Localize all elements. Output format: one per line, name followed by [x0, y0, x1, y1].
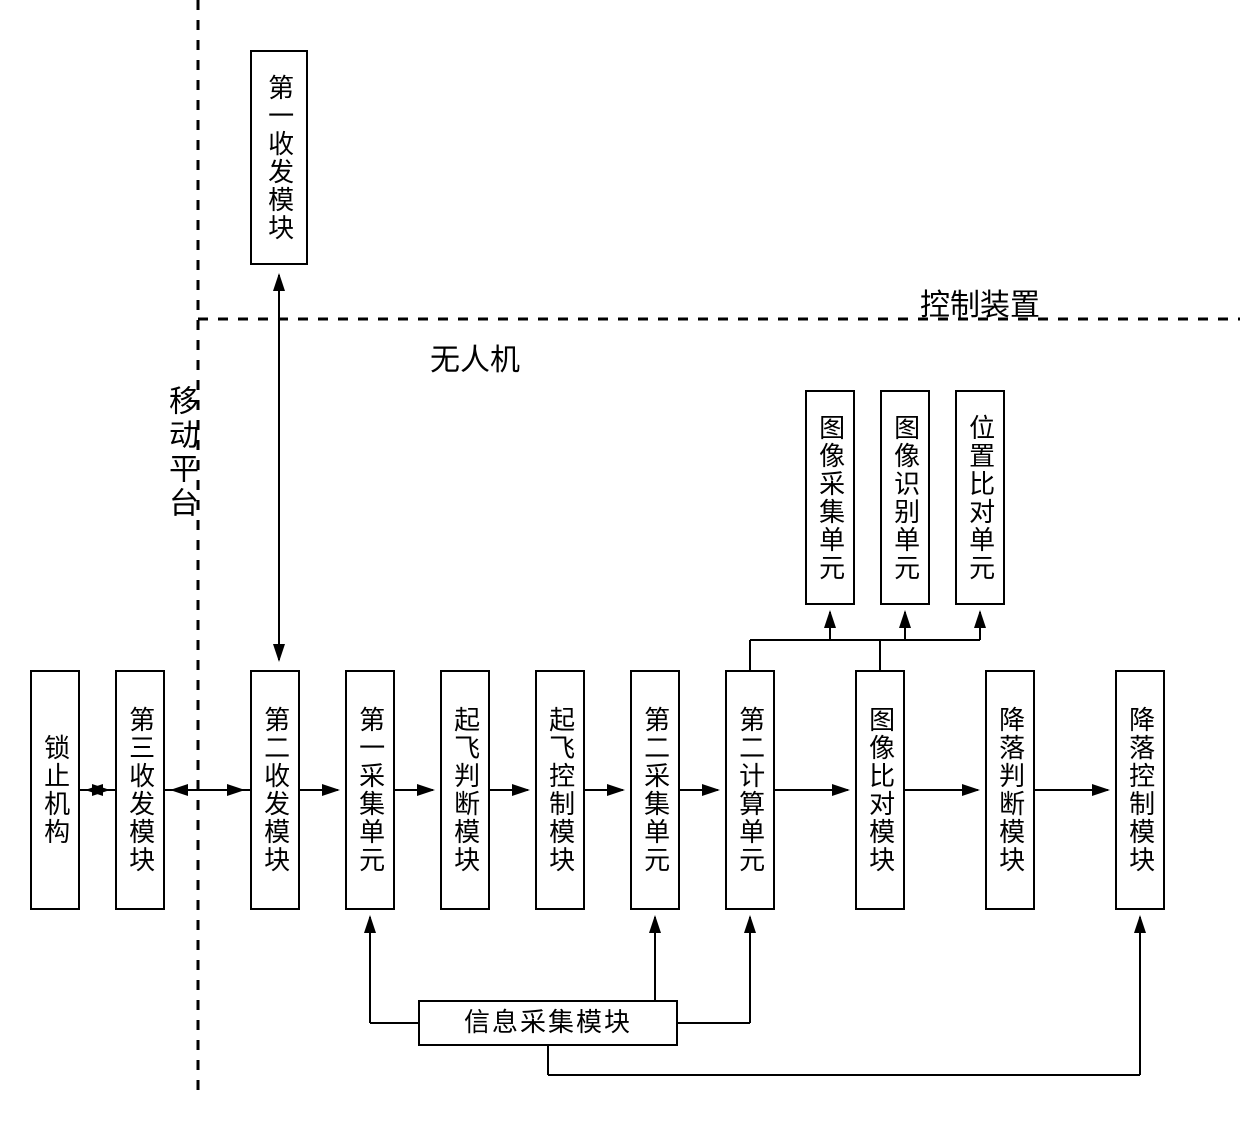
node-position-compare-unit: 位置比对单元 [955, 390, 1005, 605]
diagram-edges [0, 0, 1240, 1136]
node-info-capture-module: 信息采集模块 [418, 1000, 678, 1046]
node-landing-judge: 降落判断模块 [985, 670, 1035, 910]
node-second-transceiver: 第二收发模块 [250, 670, 300, 910]
label-uav: 无人机 [430, 335, 520, 379]
node-landing-control: 降落控制模块 [1115, 670, 1165, 910]
label-control-device: 控制装置 [920, 280, 1040, 324]
node-image-recog-unit: 图像识别单元 [880, 390, 930, 605]
node-third-transceiver: 第三收发模块 [115, 670, 165, 910]
node-lock-mechanism: 锁止机构 [30, 670, 80, 910]
node-takeoff-judge: 起飞判断模块 [440, 670, 490, 910]
node-second-capture-unit: 第二采集单元 [630, 670, 680, 910]
node-first-capture-unit: 第一采集单元 [345, 670, 395, 910]
node-image-compare-module: 图像比对模块 [855, 670, 905, 910]
node-takeoff-control: 起飞控制模块 [535, 670, 585, 910]
node-first-transceiver: 第一收发模块 [250, 50, 308, 265]
label-mobile-platform: 移动平台 [158, 385, 202, 521]
node-image-capture-unit: 图像采集单元 [805, 390, 855, 605]
node-second-compute-unit: 第二计算单元 [725, 670, 775, 910]
